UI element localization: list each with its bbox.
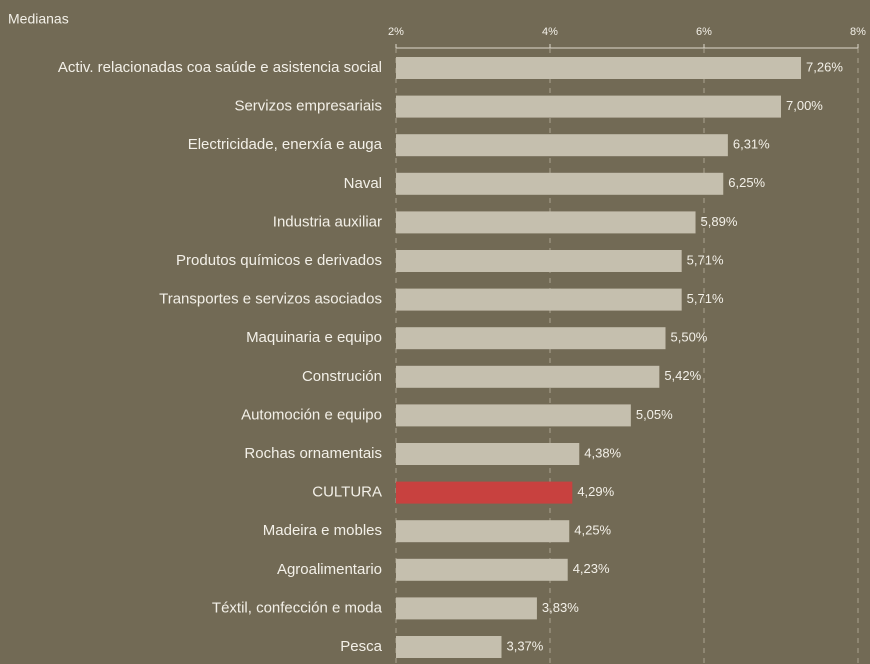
bar <box>396 636 502 658</box>
x-tick-label: 6% <box>696 26 712 38</box>
bar <box>396 134 728 157</box>
category-label: Industria auxiliar <box>273 213 382 230</box>
category-label: Transportes e servizos asociados <box>159 291 382 308</box>
bar <box>396 172 724 195</box>
value-label: 5,71% <box>687 291 724 306</box>
bar <box>396 288 682 311</box>
x-tick-label: 4% <box>542 26 558 38</box>
value-label: 7,26% <box>806 59 843 74</box>
x-tick-label: 8% <box>850 26 866 38</box>
value-label: 6,31% <box>733 137 770 152</box>
axis-label: Medianas <box>8 11 69 27</box>
value-label: 4,23% <box>573 561 610 576</box>
category-label: Automoción e equipo <box>241 406 382 423</box>
bar <box>396 443 580 465</box>
value-label: 5,71% <box>687 252 724 267</box>
category-label: Agroalimentario <box>277 561 382 578</box>
value-label: 4,29% <box>577 484 614 499</box>
category-label: Rochas ornamentais <box>244 445 382 462</box>
category-label: Téxtil, confección e moda <box>212 599 383 616</box>
value-label: 5,05% <box>636 407 673 422</box>
category-label: CULTURA <box>312 484 382 501</box>
bar <box>396 481 573 504</box>
value-label: 6,25% <box>728 175 765 190</box>
bar <box>396 95 781 118</box>
bar <box>396 211 696 234</box>
bar <box>396 57 802 79</box>
value-label: 5,50% <box>671 330 708 345</box>
bar <box>396 520 570 543</box>
value-label: 5,42% <box>664 368 701 383</box>
value-label: 5,89% <box>701 214 738 229</box>
category-label: Servizos empresariais <box>234 98 382 115</box>
value-label: 7,00% <box>786 98 823 113</box>
category-label: Activ. relacionadas coa saúde e asistenc… <box>58 59 382 76</box>
bar <box>396 404 631 427</box>
category-label: Produtos químicos e derivados <box>176 252 382 269</box>
bar <box>396 250 682 272</box>
bar <box>396 558 568 581</box>
category-label: Naval <box>344 175 382 192</box>
value-label: 4,25% <box>574 523 611 538</box>
category-label: Electricidade, enerxía e auga <box>188 136 383 153</box>
value-label: 3,83% <box>542 600 579 615</box>
value-label: 4,38% <box>584 445 621 460</box>
bar <box>396 597 537 620</box>
category-label: Maquinaria e equipo <box>246 329 382 346</box>
x-tick-label: 2% <box>388 26 404 38</box>
category-label: Pesca <box>340 638 382 655</box>
category-label: Madeira e mobles <box>263 522 382 539</box>
bar <box>396 365 660 388</box>
bar <box>396 327 666 350</box>
category-label: Construción <box>302 368 382 385</box>
value-label: 3,37% <box>506 638 543 653</box>
